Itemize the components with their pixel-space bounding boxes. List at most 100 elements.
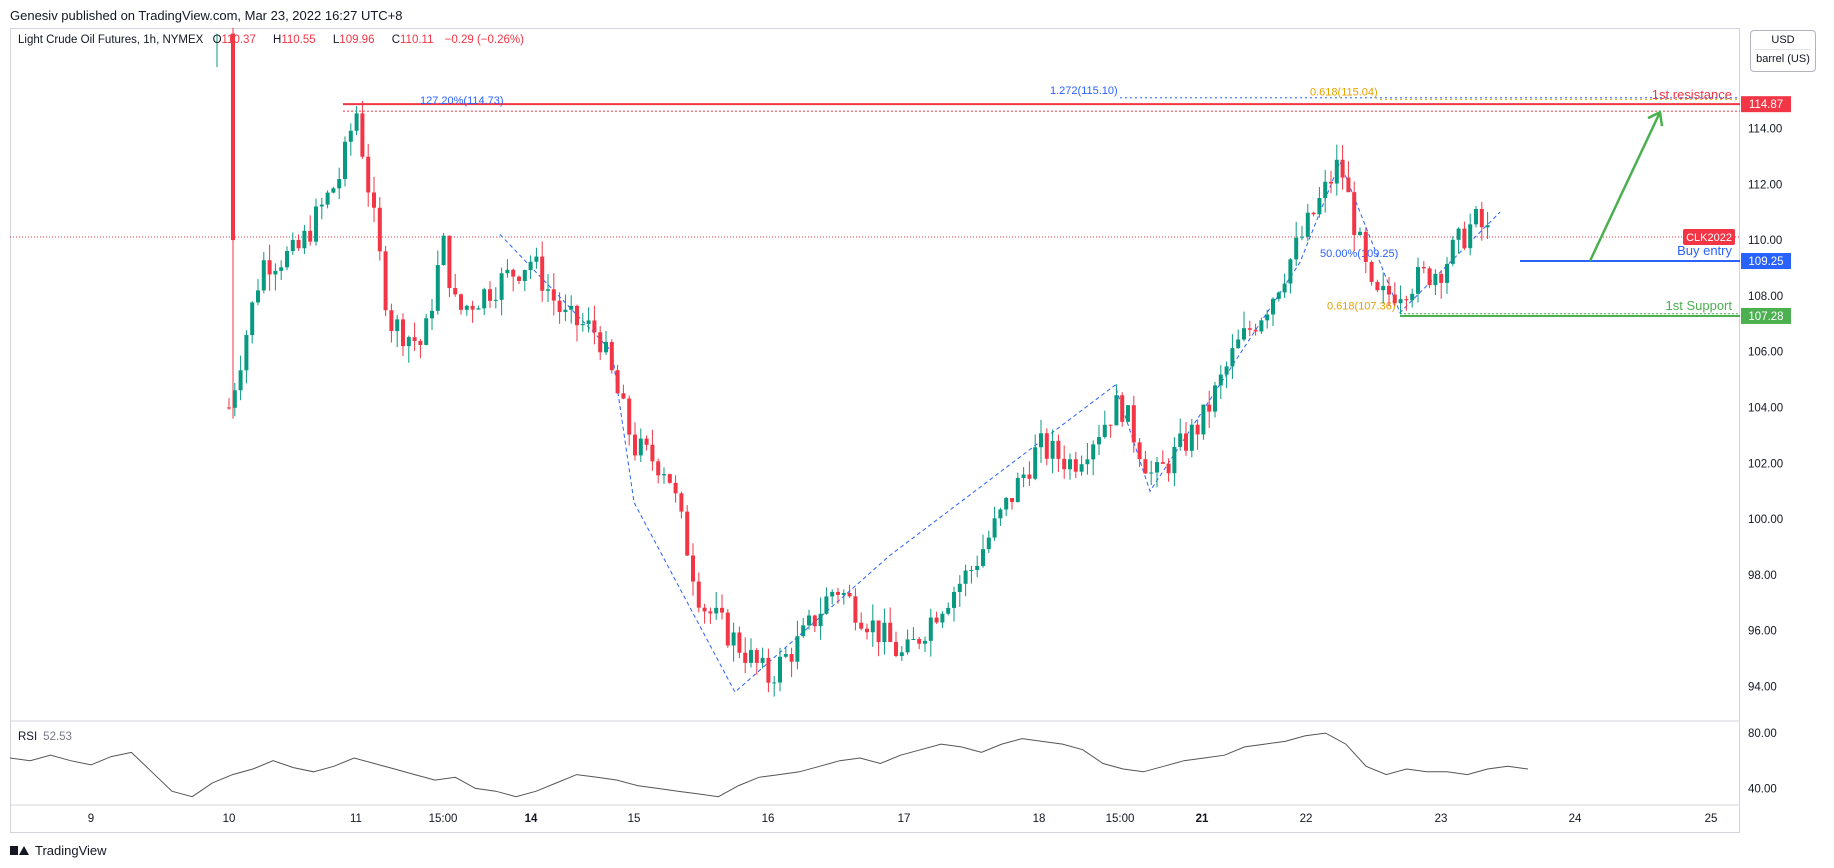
candle-body bbox=[534, 256, 539, 262]
candle-body bbox=[795, 636, 800, 662]
candle-body bbox=[923, 640, 927, 644]
candle-body bbox=[256, 290, 260, 303]
candle-body bbox=[244, 335, 249, 371]
candle-body bbox=[1039, 433, 1043, 448]
candle-body bbox=[1201, 404, 1206, 435]
candle-body bbox=[1253, 329, 1258, 332]
chart-frame[interactable] bbox=[10, 28, 1740, 833]
candle-body bbox=[1010, 498, 1014, 503]
candle-body bbox=[1120, 395, 1125, 422]
candle-body bbox=[1410, 293, 1415, 301]
high-value: 110.55 bbox=[281, 34, 316, 46]
candle-body bbox=[644, 438, 649, 445]
support-label: 1st Support bbox=[1666, 298, 1733, 313]
candle-body bbox=[615, 370, 620, 394]
y-tick-label: 114.00 bbox=[1748, 123, 1782, 135]
candle-body bbox=[1050, 440, 1055, 459]
fib-0618-top-label: 0.618(115.04) bbox=[1310, 86, 1378, 98]
candle-body bbox=[1137, 442, 1142, 460]
candle-body bbox=[308, 230, 313, 242]
candle-body bbox=[598, 332, 603, 353]
x-tick-label: 23 bbox=[1435, 813, 1448, 825]
candle-body bbox=[1439, 273, 1444, 283]
resistance-tag: 114.87 bbox=[1749, 99, 1783, 111]
currency-unit-selector[interactable]: USD barrel (US) bbox=[1750, 30, 1816, 72]
candle-body bbox=[1073, 459, 1078, 472]
candle-body bbox=[917, 638, 922, 644]
rsi-y-tick-label: 40.00 bbox=[1748, 783, 1777, 795]
candle-body bbox=[1097, 437, 1101, 445]
candle-body bbox=[1178, 433, 1183, 447]
candle-body bbox=[459, 294, 463, 310]
candle-body bbox=[580, 324, 585, 326]
candle-body bbox=[876, 620, 881, 643]
candle-body bbox=[1456, 228, 1461, 240]
y-tick-label: 106.00 bbox=[1748, 347, 1783, 359]
candle-body bbox=[406, 337, 411, 347]
candle-body bbox=[911, 638, 916, 640]
unit-label[interactable]: barrel (US) bbox=[1755, 49, 1811, 68]
candle-body bbox=[1079, 464, 1084, 472]
candle-body bbox=[969, 570, 974, 572]
candle-body bbox=[963, 570, 968, 584]
candle-body bbox=[383, 251, 388, 311]
candle-body bbox=[395, 319, 400, 332]
buy-entry-label: Buy entry bbox=[1677, 243, 1732, 258]
candle-body bbox=[691, 555, 695, 582]
currency-label[interactable]: USD bbox=[1771, 34, 1795, 46]
candle-body bbox=[377, 207, 382, 252]
candle-body bbox=[1189, 424, 1194, 451]
candle-body bbox=[1317, 197, 1322, 215]
candle-body bbox=[946, 607, 951, 614]
open-label: O bbox=[212, 34, 222, 46]
candle-body bbox=[673, 482, 678, 494]
y-tick-label: 96.00 bbox=[1748, 626, 1777, 638]
footer-brand[interactable]: TradingView bbox=[10, 843, 107, 858]
candle-body bbox=[952, 592, 956, 608]
candle-body bbox=[667, 474, 672, 483]
candle-body bbox=[981, 549, 985, 566]
candle-body bbox=[836, 591, 840, 595]
rsi-line bbox=[9, 732, 1529, 798]
candle-body bbox=[1404, 299, 1409, 301]
candle-body bbox=[1062, 458, 1067, 470]
candle-body bbox=[621, 393, 626, 399]
candle-body bbox=[546, 289, 550, 291]
y-tick-label: 110.00 bbox=[1748, 235, 1782, 247]
candle-body bbox=[569, 305, 574, 310]
x-tick-label: 22 bbox=[1300, 813, 1313, 825]
candle-body bbox=[1265, 314, 1270, 321]
candle-body bbox=[1387, 285, 1391, 295]
candle-body bbox=[540, 256, 545, 291]
x-tick-label: 21 bbox=[1196, 813, 1209, 825]
candle-body bbox=[1184, 433, 1188, 451]
candle-body bbox=[575, 305, 579, 326]
candle-body bbox=[1021, 474, 1026, 479]
candle-body bbox=[1479, 208, 1484, 228]
buy-entry-tag-bg bbox=[1741, 252, 1791, 269]
candle-body bbox=[337, 179, 342, 189]
candle-body bbox=[928, 617, 933, 641]
symbol-name: Light Crude Oil Futures, 1h, NYMEX bbox=[18, 34, 204, 46]
candle-body bbox=[296, 239, 301, 249]
candle-body bbox=[424, 318, 429, 345]
candle-body bbox=[975, 565, 980, 571]
rsi-value: 52.53 bbox=[43, 731, 72, 743]
candle-body bbox=[714, 607, 719, 614]
candle-body bbox=[1334, 159, 1339, 184]
candle-body bbox=[1224, 366, 1229, 375]
candle-body bbox=[783, 654, 788, 657]
candle-body bbox=[314, 206, 318, 242]
x-tick-label: 24 bbox=[1569, 813, 1582, 825]
candle-body bbox=[807, 615, 811, 626]
rsi-name: RSI bbox=[18, 731, 38, 743]
candle-body bbox=[1381, 285, 1386, 291]
change-value: −0.29 (−0.26%) bbox=[444, 34, 524, 46]
candle-body bbox=[372, 192, 376, 208]
candle-body bbox=[662, 474, 666, 476]
candle-body bbox=[302, 230, 307, 249]
x-tick-label: 16 bbox=[762, 813, 775, 825]
candle-body bbox=[743, 652, 748, 663]
x-tick-label: 18 bbox=[1033, 813, 1046, 825]
